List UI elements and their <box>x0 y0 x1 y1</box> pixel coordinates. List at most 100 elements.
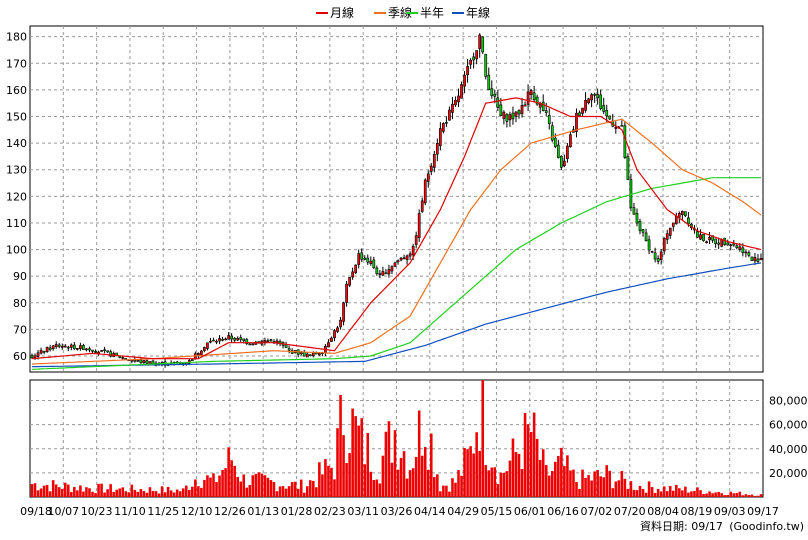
candle <box>414 231 418 249</box>
volume-bar <box>157 493 161 497</box>
candle-body <box>69 344 73 348</box>
candle <box>671 222 675 232</box>
candle-body <box>560 155 563 168</box>
volume-bar <box>511 438 515 497</box>
candle-body <box>602 105 606 112</box>
volume-bar <box>169 490 173 497</box>
volume-bar <box>505 471 509 497</box>
candle-body <box>393 262 397 267</box>
candle <box>360 248 364 262</box>
candle-body <box>345 283 348 303</box>
candle <box>45 346 49 353</box>
candle-body <box>351 271 354 278</box>
price-tick-label: 150 <box>6 110 27 123</box>
volume-bar <box>520 469 524 497</box>
candle <box>218 335 221 345</box>
candle-body <box>677 213 681 218</box>
candle-body <box>399 257 403 261</box>
volume-bar <box>70 492 73 497</box>
candle <box>72 342 76 350</box>
candle-body <box>753 257 757 262</box>
candle-body <box>318 353 321 356</box>
candle-body <box>263 340 267 343</box>
candle <box>239 334 243 342</box>
candle-body <box>687 217 690 225</box>
price-tick-label: 100 <box>6 244 27 257</box>
volume-bar <box>563 466 566 497</box>
volume-bar <box>423 447 427 497</box>
candle-body <box>526 91 530 105</box>
candle <box>650 250 654 254</box>
candle <box>547 108 551 130</box>
candle <box>535 94 539 106</box>
candle-body <box>218 338 221 342</box>
candle <box>363 255 367 261</box>
candle <box>569 130 572 148</box>
volume-bar <box>681 490 684 497</box>
candle <box>396 259 400 265</box>
candle-body <box>236 337 240 341</box>
candle-body <box>508 114 512 121</box>
candle <box>345 281 348 307</box>
volume-bar <box>587 475 590 497</box>
candle <box>60 343 64 350</box>
volume-bar <box>451 478 454 497</box>
candle <box>708 231 711 244</box>
candle <box>399 256 403 262</box>
candle <box>402 254 406 260</box>
candle-body <box>60 346 64 348</box>
volume-bar <box>502 472 506 497</box>
candle-body <box>221 338 224 341</box>
volume-bar <box>393 430 397 497</box>
volume-bar <box>318 462 321 497</box>
candle-body <box>469 59 472 65</box>
candle <box>620 120 624 127</box>
volume-bar <box>750 494 754 497</box>
candle-body <box>759 258 763 261</box>
volume-bar <box>51 480 55 497</box>
candle <box>215 339 218 345</box>
volume-bar <box>339 394 342 497</box>
candle <box>653 247 657 263</box>
price-tick-label: 90 <box>13 270 27 283</box>
candle-body <box>109 351 113 357</box>
candle <box>308 354 312 357</box>
volume-bar <box>172 492 176 497</box>
candle-body <box>145 360 149 364</box>
price-tick-label: 170 <box>6 57 27 70</box>
volume-bar <box>115 489 118 497</box>
candle-body <box>493 93 497 97</box>
candle <box>39 347 43 355</box>
candle-body <box>481 36 485 53</box>
candle <box>647 235 651 255</box>
candle-body <box>608 115 612 120</box>
candle-body <box>620 125 624 127</box>
candle-body <box>372 259 376 269</box>
volume-bar <box>163 492 167 497</box>
candle-body <box>330 337 333 342</box>
volume-bar <box>194 479 197 497</box>
candle-body <box>662 238 666 252</box>
candle <box>85 348 88 352</box>
candle-body <box>266 340 270 343</box>
price-panel: 60 70 80 90 100 110 120 130 140 150 160 170 180 <box>6 25 764 373</box>
candle <box>251 343 255 346</box>
candle <box>369 256 373 266</box>
candle-body <box>496 97 500 108</box>
candle-body <box>590 94 593 101</box>
candle <box>91 349 94 353</box>
volume-bar <box>73 487 76 497</box>
candle-body <box>245 339 249 344</box>
volume-bar <box>411 468 415 497</box>
candle-body <box>133 359 137 362</box>
candle-body <box>39 349 43 354</box>
volume-tick-label: 40,000 <box>769 443 808 456</box>
candle-body <box>94 351 97 353</box>
candle <box>372 256 376 270</box>
candle <box>726 239 730 246</box>
candle <box>378 270 382 279</box>
volume-bar <box>366 432 370 497</box>
candle-body <box>641 229 645 233</box>
volume-bar <box>439 491 442 497</box>
volume-bar <box>508 460 512 497</box>
